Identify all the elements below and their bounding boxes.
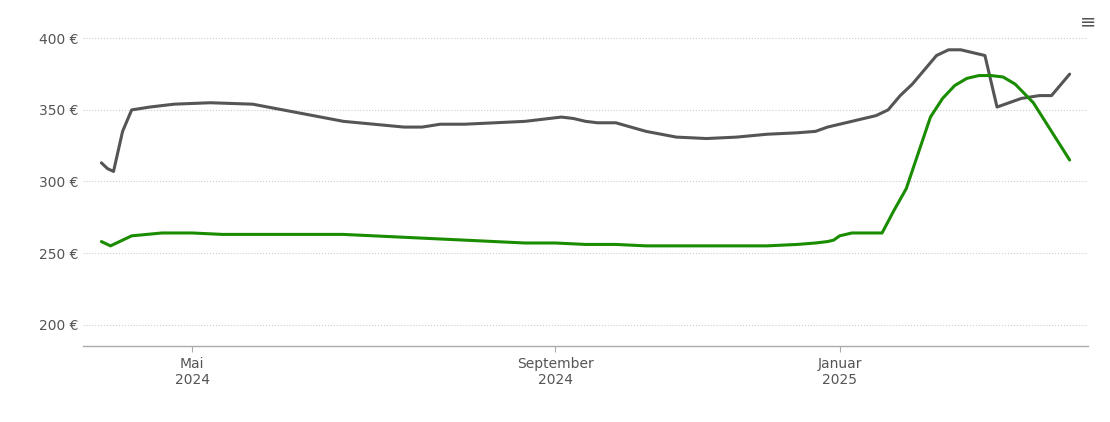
Text: ≡: ≡ — [1080, 13, 1097, 32]
